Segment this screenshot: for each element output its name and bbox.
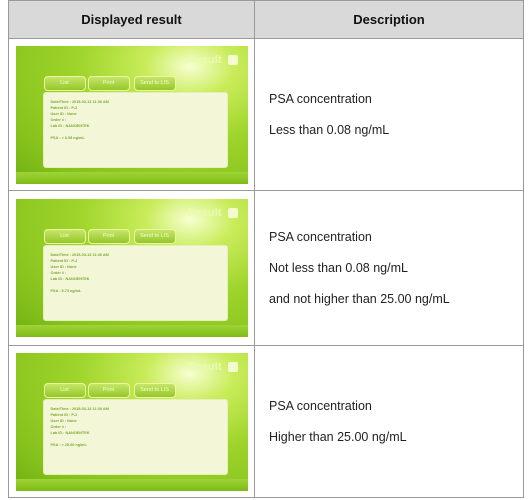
description-line: PSA concentration [269,398,372,413]
screen-button: Print [87,75,130,91]
screen-base [15,478,248,491]
screen-button: List [43,229,86,244]
table-body: Result List Print Send to LIS Date/Time : 20… [8,38,524,498]
description-line: PSA concentration [269,91,372,106]
description-line: PSA concentration [269,229,372,244]
description-cell: PSA concentration Not less than 0.08 ng/m… [254,190,524,346]
home-icon [227,208,238,218]
device-screenshot: Result List Print Send to LIS Date/Time : 20… [15,199,248,337]
screen-title: Result [187,207,222,219]
description-line: Less than 0.08 ng/mL [269,122,390,137]
result-line: Patient ID : P-2 [50,412,78,417]
result-line: PSA : 9.73 ng/mL [50,289,82,293]
screen-title: Result [187,360,222,373]
image-cell: Result List Print Send to LIS Date/Time : 20… [8,345,255,498]
header-row: Displayed result Description [8,0,524,39]
result-line: User ID : None [50,111,77,116]
result-line: Patient ID : P-2 [50,105,78,110]
screen-base [15,171,248,184]
table-row: Result List Print Send to LIS Date/Time : 20… [8,190,524,346]
result-line: Patient ID : P-2 [50,259,78,263]
result-panel: Date/Time : 2015-03-13 11:30 AM Patient I… [42,91,228,168]
device-screenshot: Result List Print Send to LIS Date/Time : 20… [15,352,248,491]
home-icon [227,361,238,372]
screen-button: Print [87,382,130,398]
screen-button: Print [87,229,130,244]
result-line: Order # : [50,424,67,429]
screen-button: List [43,75,86,91]
description-line: and not higher than 25.00 ng/mL [269,291,450,306]
screen-base [15,325,248,337]
result-line: Order # : [50,271,67,275]
result-panel: Date/Time : 2015-03-13 11:30 AM Patient I… [42,398,228,475]
table-row: Result List Print Send to LIS Date/Time : 20… [8,38,524,191]
table-row: Result List Print Send to LIS Date/Time : 20… [8,345,524,498]
document: Displayed result Description Result List P… [8,0,524,498]
result-line: Date/Time : 2015-03-13 11:30 AM [50,253,109,257]
device-screenshot: Result List Print Send to LIS Date/Time : 20… [15,45,248,184]
result-line: Order # : [50,117,67,122]
screen-title: Result [187,53,222,66]
description-line: Higher than 25.00 ng/mL [269,429,407,444]
header-cell: Displayed result [8,0,255,39]
description-cell: PSA concentration Higher than 25.00 ng/mL [254,345,524,498]
description-cell: PSA concentration Less than 0.08 ng/mL [254,38,524,191]
home-icon [227,54,238,65]
screen-button: Send to LIS [133,229,176,244]
image-cell: Result List Print Send to LIS Date/Time : 20… [8,190,255,346]
description-line: Not less than 0.08 ng/mL [269,260,408,275]
screen-button: List [43,382,86,398]
result-panel: Date/Time : 2015-03-13 11:30 AM Patient I… [42,245,228,321]
result-line: PSA : > 25.00 ng/mL [50,442,87,447]
result-line: Date/Time : 2015-03-13 11:30 AM [50,406,109,411]
result-line: Date/Time : 2015-03-13 11:30 AM [50,99,109,104]
image-cell: Result List Print Send to LIS Date/Time : 20… [8,38,255,191]
result-line: User ID : None [50,265,77,269]
screen-button: Send to LIS [133,382,176,398]
result-line: Lab ID : NANOENTEK [50,430,90,435]
header-cell: Description [254,0,524,39]
result-line: Lab ID : NANOENTEK [50,123,90,128]
result-line: Lab ID : NANOENTEK [50,277,90,281]
result-table: Displayed result Description Result List P… [8,0,524,498]
screen-button: Send to LIS [133,75,176,91]
result-line: PSA : < 0.08 ng/mL [50,135,85,140]
result-line: User ID : None [50,418,77,423]
